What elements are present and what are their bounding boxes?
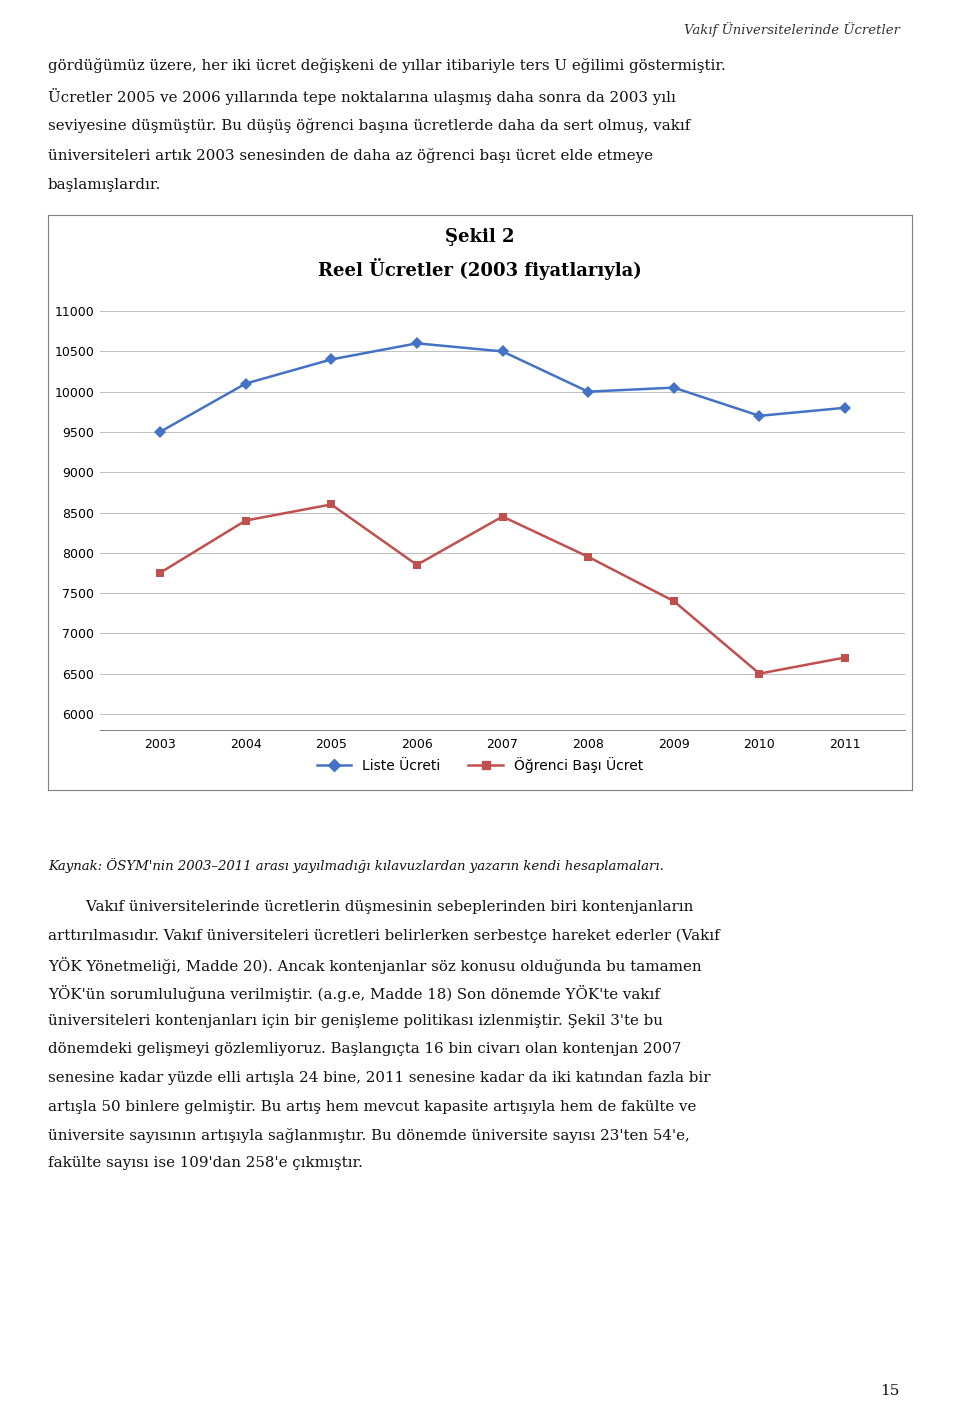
Text: gördüğümüz üzere, her iki ücret değişkeni de yıllar itibariyle ters U eğilimi gö: gördüğümüz üzere, her iki ücret değişken…: [48, 58, 726, 72]
Text: artışla 50 binlere gelmiştir. Bu artış hem mevcut kapasite artışıyla hem de fakü: artışla 50 binlere gelmiştir. Bu artış h…: [48, 1099, 696, 1113]
Text: YÖK'ün sorumluluğuna verilmiştir. (a.g.e, Madde 18) Son dönemde YÖK'te vakıf: YÖK'ün sorumluluğuna verilmiştir. (a.g.e…: [48, 985, 660, 1003]
Text: YÖK Yönetmeliği, Madde 20). Ancak kontenjanlar söz konusu olduğunda bu tamamen: YÖK Yönetmeliği, Madde 20). Ancak konten…: [48, 957, 702, 974]
Text: Kaynak: ÖSYM'nin 2003–2011 arası yayılmadığı kılavuzlardan yazarın kendi hesapla: Kaynak: ÖSYM'nin 2003–2011 arası yayılma…: [48, 858, 664, 873]
Text: Reel Ücretler (2003 fiyatlarıyla): Reel Ücretler (2003 fiyatlarıyla): [318, 258, 642, 280]
Text: üniversiteleri artık 2003 senesinden de daha az öğrenci başı ücret elde etmeye: üniversiteleri artık 2003 senesinden de …: [48, 148, 653, 163]
Text: seviyesine düşmüştür. Bu düşüş öğrenci başına ücretlerde daha da sert olmuş, vak: seviyesine düşmüştür. Bu düşüş öğrenci b…: [48, 118, 690, 133]
Legend: Liste Ücreti, Öğrenci Başı Ücret: Liste Ücreti, Öğrenci Başı Ücret: [311, 751, 649, 778]
Text: Şekil 2: Şekil 2: [445, 229, 515, 246]
Text: üniversite sayısının artışıyla sağlanmıştır. Bu dönemde üniversite sayısı 23'ten: üniversite sayısının artışıyla sağlanmış…: [48, 1127, 689, 1143]
Text: dönemdeki gelişmeyi gözlemliyoruz. Başlangıçta 16 bin civarı olan kontenjan 2007: dönemdeki gelişmeyi gözlemliyoruz. Başla…: [48, 1042, 682, 1056]
Text: başlamışlardır.: başlamışlardır.: [48, 178, 161, 192]
Text: Vakıf üniversitelerinde ücretlerin düşmesinin sebeplerinden biri kontenjanların: Vakıf üniversitelerinde ücretlerin düşme…: [48, 900, 693, 914]
Text: arttırılmasıdır. Vakıf üniversiteleri ücretleri belirlerken serbestçe hareket ed: arttırılmasıdır. Vakıf üniversiteleri üc…: [48, 929, 720, 943]
Text: üniversiteleri kontenjanları için bir genişleme politikası izlenmiştir. Şekil 3': üniversiteleri kontenjanları için bir ge…: [48, 1014, 663, 1028]
Text: senesine kadar yüzde elli artışla 24 bine, 2011 senesine kadar da iki katından f: senesine kadar yüzde elli artışla 24 bin…: [48, 1071, 710, 1085]
Text: 15: 15: [880, 1384, 900, 1399]
Text: Ücretler 2005 ve 2006 yıllarında tepe noktalarına ulaşmış daha sonra da 2003 yıl: Ücretler 2005 ve 2006 yıllarında tepe no…: [48, 88, 676, 105]
Text: Vakıf Üniversitelerinde Ücretler: Vakıf Üniversitelerinde Ücretler: [684, 21, 900, 37]
Text: fakülte sayısı ise 109'dan 258'e çıkmıştır.: fakülte sayısı ise 109'dan 258'e çıkmışt…: [48, 1156, 363, 1170]
